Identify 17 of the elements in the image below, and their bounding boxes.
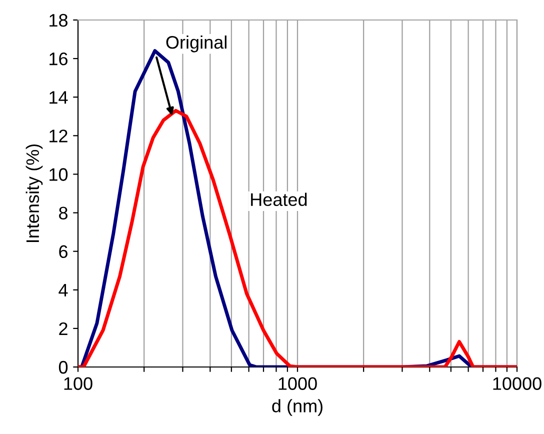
x-tick-label: 1000 <box>278 377 317 390</box>
y-tick-label: 4 <box>58 284 68 296</box>
x-tick-label: 10000 <box>493 377 542 390</box>
y-tick-label: 12 <box>50 130 68 142</box>
x-tick-label: 100 <box>64 377 92 390</box>
y-tick-label: 14 <box>50 91 68 104</box>
y-tick-label: 18 <box>50 14 68 27</box>
x-axis-title: d (nm) <box>272 399 322 416</box>
y-tick-label: 16 <box>50 52 68 66</box>
y-tick-label: 2 <box>59 322 68 335</box>
y-tick-label: 8 <box>59 206 68 220</box>
annotation: Original <box>166 35 226 52</box>
y-tick-label: 6 <box>59 245 68 258</box>
y-tick-label: 0 <box>58 360 68 374</box>
annotation: Heated <box>251 192 307 206</box>
y-tick-label: 10 <box>50 168 68 181</box>
y-axis-title: Intensity (%) <box>26 144 43 242</box>
